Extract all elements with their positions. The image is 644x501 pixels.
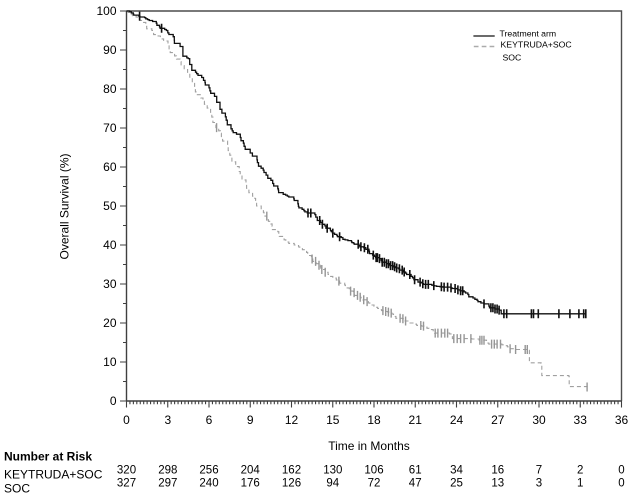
svg-text:60: 60: [103, 160, 117, 174]
svg-text:12: 12: [285, 413, 299, 427]
svg-text:256: 256: [199, 465, 218, 477]
svg-text:21: 21: [409, 413, 423, 427]
svg-text:100: 100: [96, 4, 116, 18]
svg-text:204: 204: [241, 465, 261, 477]
svg-text:24: 24: [450, 413, 464, 427]
svg-text:3: 3: [164, 413, 171, 427]
svg-text:Number at Risk: Number at Risk: [4, 450, 92, 464]
svg-text:2: 2: [577, 465, 583, 477]
svg-text:9: 9: [247, 413, 254, 427]
svg-text:297: 297: [158, 478, 177, 490]
svg-text:106: 106: [364, 465, 383, 477]
svg-text:40: 40: [103, 238, 117, 252]
svg-text:0: 0: [123, 413, 130, 427]
svg-text:16: 16: [491, 465, 504, 477]
svg-text:94: 94: [326, 478, 339, 490]
svg-text:Time in Months: Time in Months: [328, 439, 410, 453]
svg-text:72: 72: [368, 478, 381, 490]
svg-text:7: 7: [536, 465, 542, 477]
svg-text:SOC: SOC: [4, 482, 30, 496]
svg-text:Overall Survival (%): Overall Survival (%): [58, 153, 72, 259]
svg-text:240: 240: [199, 478, 218, 490]
svg-text:176: 176: [241, 478, 260, 490]
svg-text:3: 3: [536, 478, 542, 490]
svg-text:130: 130: [323, 465, 342, 477]
svg-text:0: 0: [618, 478, 624, 490]
svg-text:20: 20: [103, 316, 117, 330]
svg-text:47: 47: [409, 478, 422, 490]
svg-text:1: 1: [577, 478, 583, 490]
svg-text:126: 126: [282, 478, 301, 490]
svg-text:298: 298: [158, 465, 177, 477]
svg-text:27: 27: [491, 413, 505, 427]
svg-text:KEYTRUDA+SOC: KEYTRUDA+SOC: [4, 468, 103, 482]
svg-text:10: 10: [103, 355, 117, 369]
svg-text:18: 18: [367, 413, 381, 427]
svg-text:0: 0: [110, 394, 117, 408]
svg-text:80: 80: [103, 82, 117, 96]
svg-text:6: 6: [206, 413, 213, 427]
svg-text:15: 15: [326, 413, 340, 427]
svg-text:70: 70: [103, 121, 117, 135]
svg-text:36: 36: [615, 413, 629, 427]
svg-text:0: 0: [618, 465, 624, 477]
svg-text:KEYTRUDA+SOC: KEYTRUDA+SOC: [501, 39, 572, 49]
svg-text:30: 30: [532, 413, 546, 427]
svg-text:90: 90: [103, 43, 117, 57]
svg-text:13: 13: [491, 478, 504, 490]
svg-text:61: 61: [409, 465, 422, 477]
svg-text:30: 30: [103, 277, 117, 291]
svg-text:327: 327: [117, 478, 136, 490]
svg-text:25: 25: [450, 478, 463, 490]
svg-text:34: 34: [450, 465, 463, 477]
svg-text:Treatment arm: Treatment arm: [500, 29, 557, 39]
svg-text:320: 320: [117, 465, 136, 477]
svg-text:SOC: SOC: [503, 52, 522, 62]
svg-text:162: 162: [282, 465, 301, 477]
svg-text:33: 33: [574, 413, 588, 427]
svg-text:50: 50: [103, 199, 117, 213]
